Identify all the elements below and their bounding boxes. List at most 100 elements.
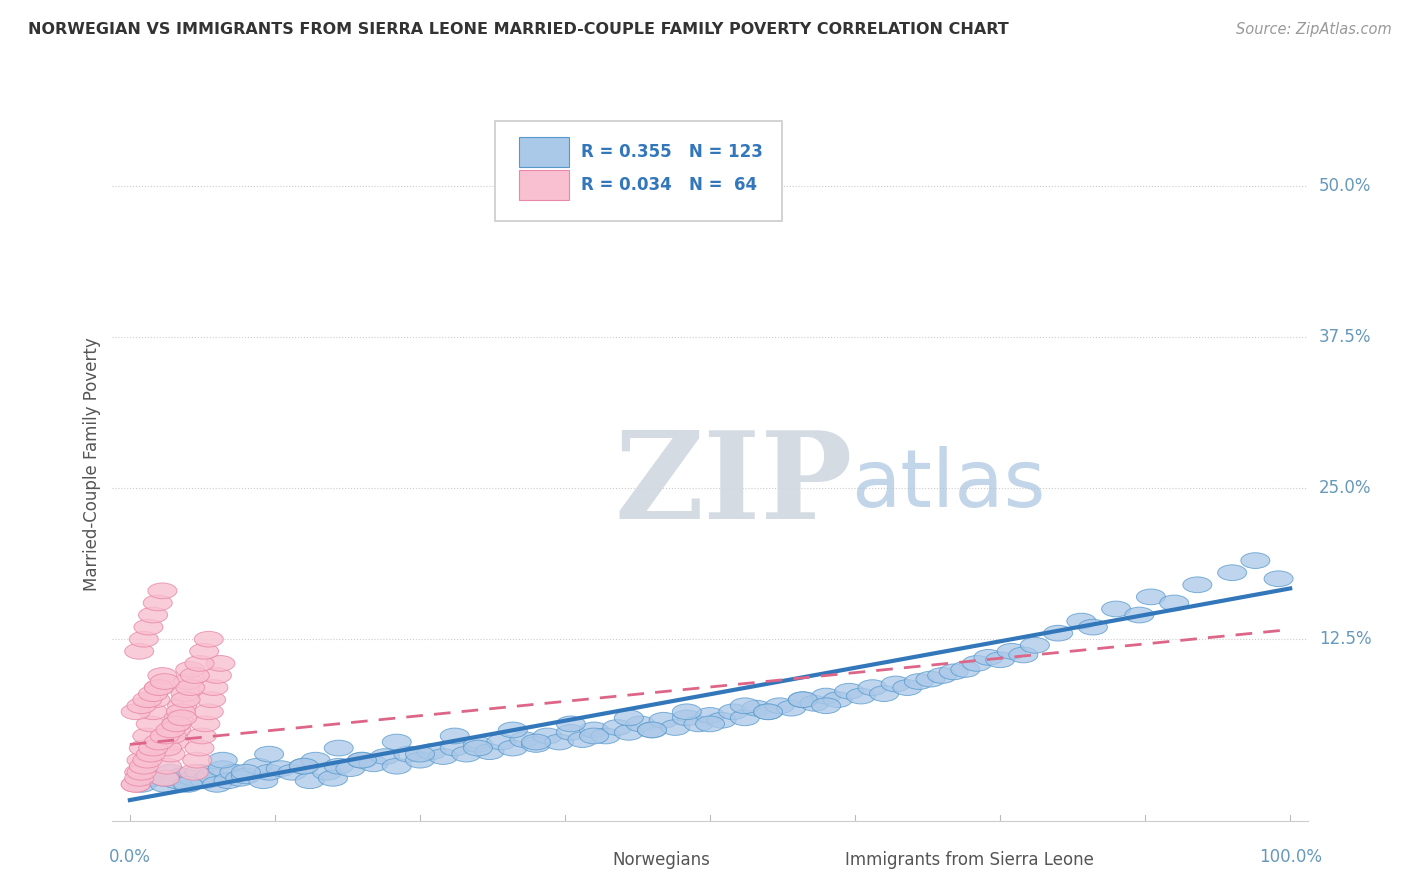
Ellipse shape	[1182, 577, 1212, 592]
Ellipse shape	[152, 758, 181, 774]
Ellipse shape	[962, 656, 991, 672]
Ellipse shape	[173, 777, 202, 792]
Ellipse shape	[661, 720, 690, 735]
Ellipse shape	[145, 680, 173, 696]
Ellipse shape	[152, 740, 181, 756]
Ellipse shape	[172, 692, 200, 707]
Ellipse shape	[139, 771, 167, 786]
Ellipse shape	[614, 710, 644, 726]
Text: Norwegians: Norwegians	[612, 851, 710, 869]
Ellipse shape	[150, 777, 179, 792]
Ellipse shape	[301, 752, 330, 768]
Ellipse shape	[405, 747, 434, 762]
Ellipse shape	[800, 696, 830, 711]
Ellipse shape	[198, 680, 228, 696]
Ellipse shape	[464, 737, 492, 752]
Ellipse shape	[325, 758, 353, 774]
Ellipse shape	[672, 710, 702, 726]
Ellipse shape	[440, 740, 470, 756]
Ellipse shape	[382, 758, 412, 774]
Ellipse shape	[522, 737, 551, 752]
Ellipse shape	[156, 722, 186, 738]
Ellipse shape	[498, 722, 527, 738]
Ellipse shape	[522, 734, 551, 750]
FancyBboxPatch shape	[519, 137, 569, 167]
Ellipse shape	[475, 744, 505, 760]
Ellipse shape	[858, 680, 887, 696]
Ellipse shape	[129, 758, 159, 774]
Ellipse shape	[156, 764, 186, 780]
Ellipse shape	[150, 771, 179, 786]
FancyBboxPatch shape	[564, 849, 603, 870]
Ellipse shape	[194, 704, 224, 720]
Ellipse shape	[811, 689, 841, 704]
Ellipse shape	[730, 710, 759, 726]
Ellipse shape	[683, 716, 713, 731]
Ellipse shape	[232, 764, 260, 780]
Text: 50.0%: 50.0%	[1319, 177, 1371, 194]
Ellipse shape	[232, 768, 260, 784]
Ellipse shape	[835, 683, 863, 699]
Text: R = 0.355   N = 123: R = 0.355 N = 123	[581, 143, 763, 161]
Ellipse shape	[125, 643, 153, 659]
Ellipse shape	[139, 686, 167, 701]
Ellipse shape	[127, 698, 156, 714]
Ellipse shape	[312, 764, 342, 780]
Ellipse shape	[162, 716, 191, 731]
Ellipse shape	[186, 764, 214, 780]
Ellipse shape	[1078, 619, 1108, 635]
Ellipse shape	[557, 716, 585, 731]
Ellipse shape	[145, 680, 173, 696]
Ellipse shape	[626, 716, 655, 731]
Ellipse shape	[254, 764, 284, 780]
Ellipse shape	[127, 752, 156, 768]
Y-axis label: Married-Couple Family Poverty: Married-Couple Family Poverty	[83, 337, 101, 591]
Ellipse shape	[143, 595, 173, 611]
Ellipse shape	[162, 716, 191, 731]
Ellipse shape	[208, 752, 238, 768]
Ellipse shape	[939, 664, 969, 680]
Ellipse shape	[173, 775, 202, 791]
Ellipse shape	[214, 772, 243, 789]
Ellipse shape	[139, 704, 167, 720]
Ellipse shape	[742, 700, 770, 716]
Ellipse shape	[187, 728, 217, 744]
Ellipse shape	[1160, 595, 1188, 611]
Ellipse shape	[145, 734, 173, 750]
Ellipse shape	[127, 777, 156, 792]
Ellipse shape	[869, 686, 898, 701]
Ellipse shape	[440, 728, 470, 744]
Ellipse shape	[156, 747, 186, 762]
Ellipse shape	[194, 632, 224, 647]
Ellipse shape	[162, 722, 191, 738]
Ellipse shape	[219, 764, 249, 780]
Ellipse shape	[159, 734, 188, 750]
Ellipse shape	[191, 772, 219, 789]
Ellipse shape	[150, 771, 179, 786]
Ellipse shape	[134, 619, 163, 635]
Ellipse shape	[1043, 625, 1073, 641]
Ellipse shape	[754, 704, 783, 720]
Ellipse shape	[614, 724, 644, 740]
Ellipse shape	[132, 728, 162, 744]
Ellipse shape	[325, 740, 353, 756]
Ellipse shape	[986, 652, 1015, 667]
Ellipse shape	[162, 772, 191, 789]
Ellipse shape	[696, 707, 724, 723]
Ellipse shape	[1218, 565, 1247, 581]
Ellipse shape	[290, 758, 318, 774]
Ellipse shape	[776, 700, 806, 716]
Text: ZIP: ZIP	[614, 426, 852, 544]
Ellipse shape	[205, 656, 235, 672]
FancyBboxPatch shape	[495, 121, 782, 221]
Ellipse shape	[974, 649, 1002, 665]
Ellipse shape	[1102, 601, 1130, 617]
Text: 37.5%: 37.5%	[1319, 328, 1371, 346]
Ellipse shape	[718, 704, 748, 720]
Ellipse shape	[125, 764, 153, 780]
Ellipse shape	[243, 758, 271, 774]
Ellipse shape	[254, 747, 284, 762]
Ellipse shape	[197, 692, 225, 707]
Ellipse shape	[510, 731, 538, 747]
Ellipse shape	[136, 716, 166, 731]
